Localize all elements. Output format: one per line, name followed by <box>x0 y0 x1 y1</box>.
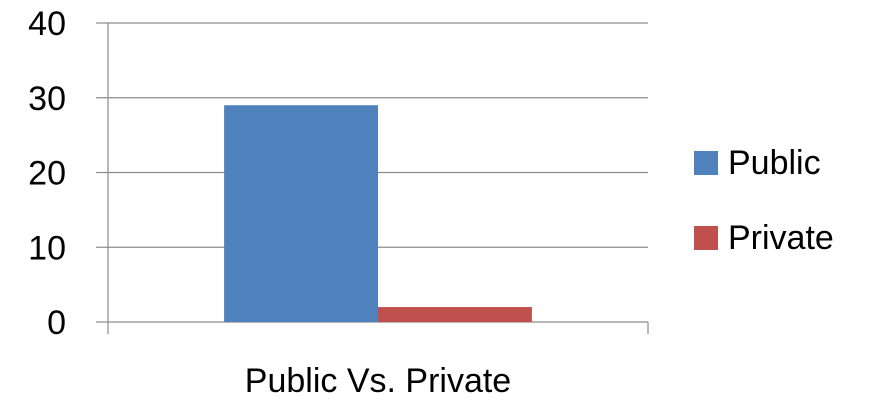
legend: Public Private <box>694 144 834 257</box>
bar-public <box>224 105 378 322</box>
y-tick-labels: 0 10 20 30 40 <box>28 5 66 342</box>
y-tick-label: 20 <box>28 155 66 193</box>
bars <box>224 105 532 322</box>
x-category-label: Public Vs. Private <box>245 362 511 400</box>
legend-swatch-private <box>694 226 718 250</box>
bar-private <box>378 307 532 322</box>
y-tick-label: 0 <box>47 304 66 342</box>
y-tick-label: 30 <box>28 80 66 118</box>
legend-swatch-public <box>694 151 718 175</box>
y-tick-label: 10 <box>28 229 66 267</box>
legend-label-private: Private <box>728 219 834 257</box>
legend-label-public: Public <box>728 144 821 182</box>
y-tick-label: 40 <box>28 5 66 43</box>
x-category-labels: Public Vs. Private <box>245 362 511 400</box>
